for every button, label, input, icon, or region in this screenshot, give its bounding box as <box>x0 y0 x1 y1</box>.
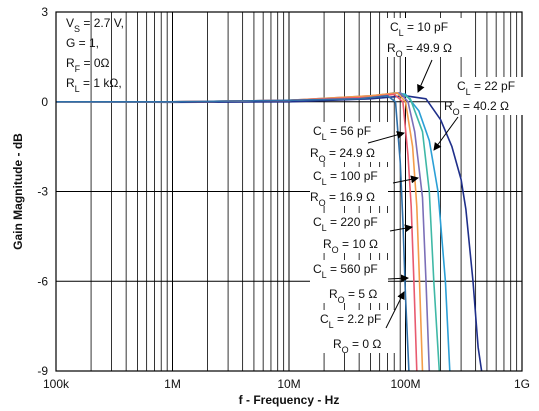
annotation-background <box>317 310 395 353</box>
condition-line: VS = 2.7 V, <box>66 16 124 34</box>
annotation-output-resistance: RO = 0 Ω <box>333 337 381 355</box>
grid <box>55 11 522 372</box>
tick-labels: 100k 1M 10M 100M 1G 3 0 -3 -6 -9 <box>37 5 530 391</box>
annotation-load-capacitance: CL = 2.2 pF <box>320 312 381 330</box>
annotation-background <box>310 213 388 253</box>
annotation-arrow <box>392 175 419 184</box>
annotation-load-capacitance: CL = 100 pF <box>313 169 378 187</box>
annotation-output-resistance: RO = 49.9 Ω <box>387 41 452 59</box>
annotation-background <box>454 77 532 115</box>
y-tick-label: -3 <box>37 185 48 199</box>
x-tick-label: 1M <box>164 377 181 391</box>
annotation-arrow <box>389 224 413 233</box>
test-conditions: VS = 2.7 V, G = 1, RF = 0Ω RL = 1 kΩ, <box>66 16 124 94</box>
annotation-background <box>310 260 388 303</box>
x-axis-label: f - Frequency - Hz <box>239 393 340 407</box>
y-axis-label: Gain Magnitude - dB <box>11 133 25 250</box>
annotation-output-resistance: RO = 10 Ω <box>323 237 378 255</box>
y-tick-label: -9 <box>37 364 48 378</box>
annotation-load-capacitance: CL = 560 pF <box>313 262 378 280</box>
condition-line: G = 1, <box>66 36 99 50</box>
annotation-load-capacitance: CL = 220 pF <box>313 215 378 233</box>
annotation-arrow <box>367 131 405 144</box>
annotation-load-capacitance: CL = 56 pF <box>313 124 371 142</box>
annotation-load-capacitance: CL = 10 pF <box>390 20 448 38</box>
condition-line: RF = 0Ω <box>66 56 110 74</box>
annotation-arrow <box>387 274 409 283</box>
series-line-1 <box>55 95 483 372</box>
x-tick-label: 10M <box>277 377 300 391</box>
annotation-background <box>310 122 388 162</box>
annotation-output-resistance: RO = 16.9 Ω <box>310 190 375 208</box>
condition-line: RL = 1 kΩ, <box>66 76 122 94</box>
annotation-background <box>310 167 388 206</box>
series-line-7 <box>56 95 410 372</box>
y-tick-label: 3 <box>41 5 48 19</box>
annotation-output-resistance: RO = 40.2 Ω <box>444 99 509 117</box>
x-tick-label: 100k <box>43 377 70 391</box>
series-group <box>55 92 483 372</box>
plot-frame <box>55 11 523 372</box>
annotation-arrow <box>417 59 433 93</box>
annotation-arrow <box>385 291 405 329</box>
annotation-background <box>387 18 465 57</box>
x-tick-label: 100M <box>390 377 420 391</box>
y-tick-label: 0 <box>41 95 48 109</box>
annotation-output-resistance: RO = 5 Ω <box>329 287 377 305</box>
curve-annotations: CL = 10 pF RO = 49.9 Ω CL = 22 pF RO = 40.2… <box>310 18 532 355</box>
annotation-arrow <box>433 116 459 151</box>
annotation-output-resistance: RO = 24.9 Ω <box>310 146 375 164</box>
x-tick-label: 1G <box>514 377 530 391</box>
y-tick-label: -6 <box>37 274 48 288</box>
annotation-load-capacitance: CL = 22 pF <box>457 79 515 97</box>
